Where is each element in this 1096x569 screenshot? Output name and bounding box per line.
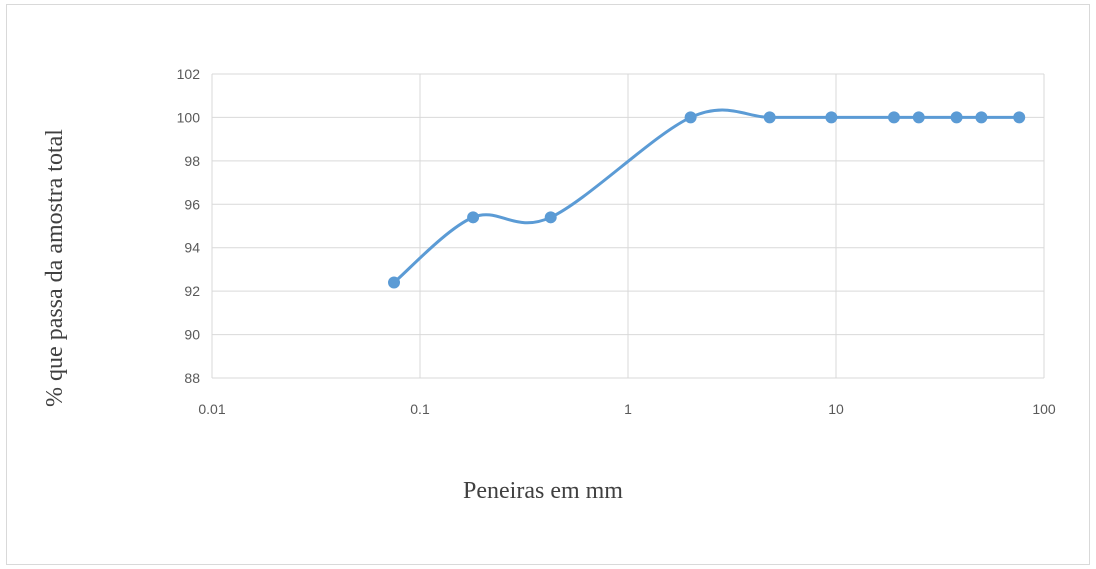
x-tick-label: 1 [624,401,632,417]
data-point [825,111,838,124]
data-point [388,276,401,289]
x-tick-label: 100 [1032,401,1056,417]
data-point [684,111,697,124]
data-point [544,211,557,224]
data-point [887,111,900,124]
y-tick-label: 96 [184,196,200,212]
x-tick-label: 0.1 [410,401,430,417]
data-point [975,111,988,124]
data-point [467,211,480,224]
data-point [912,111,925,124]
y-tick-label: 94 [184,240,200,256]
x-tick-label: 10 [828,401,844,417]
y-tick-label: 90 [184,327,200,343]
y-tick-label: 102 [177,66,201,82]
y-tick-label: 98 [184,153,200,169]
y-tick-label: 88 [184,370,200,386]
data-point [950,111,963,124]
y-tick-label: 100 [177,109,201,125]
x-axis-ticks: 0.01 0.1 1 10 100 [198,401,1056,417]
y-tick-label: 92 [184,283,200,299]
series-line [393,108,1020,284]
data-point [1013,111,1026,124]
series-layer [388,108,1026,289]
x-tick-label: 0.01 [198,401,225,417]
x-axis-title: Peneiras em mm [463,478,623,504]
chart-frame [6,4,1090,565]
data-point [763,111,776,124]
y-axis-ticks: 88 90 92 94 96 98 100 102 [177,66,201,386]
y-axis-title: % que passa da amostra total [42,129,68,407]
